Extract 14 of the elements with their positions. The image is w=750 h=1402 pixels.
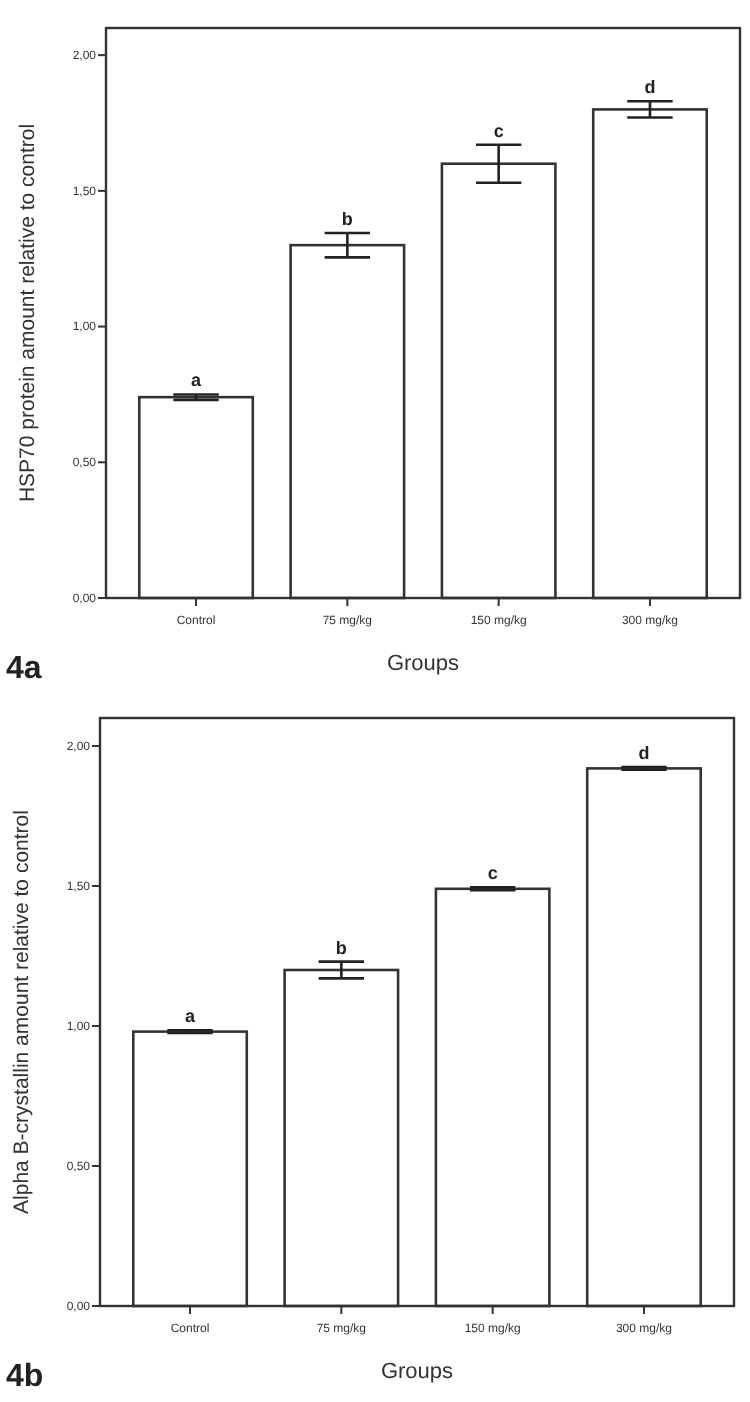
annotation: c [493, 120, 504, 141]
annotation: a [185, 1006, 198, 1027]
y-axis-title: Alpha B-crystallin amount relative to control [10, 810, 34, 1214]
annotation: b [335, 937, 348, 958]
annotation: b [341, 208, 354, 229]
y-axis-title: HSP70 protein amount relative to control [16, 123, 40, 503]
text: 4b [6, 1360, 44, 1394]
annotation: a [191, 370, 204, 391]
annotation: c [487, 863, 498, 884]
x-axis-title: Groups [386, 652, 461, 676]
annotation: d [644, 77, 656, 98]
text: 4a [6, 652, 42, 686]
annotation: d [638, 743, 650, 763]
x-axis-title: Groups [380, 1360, 455, 1384]
